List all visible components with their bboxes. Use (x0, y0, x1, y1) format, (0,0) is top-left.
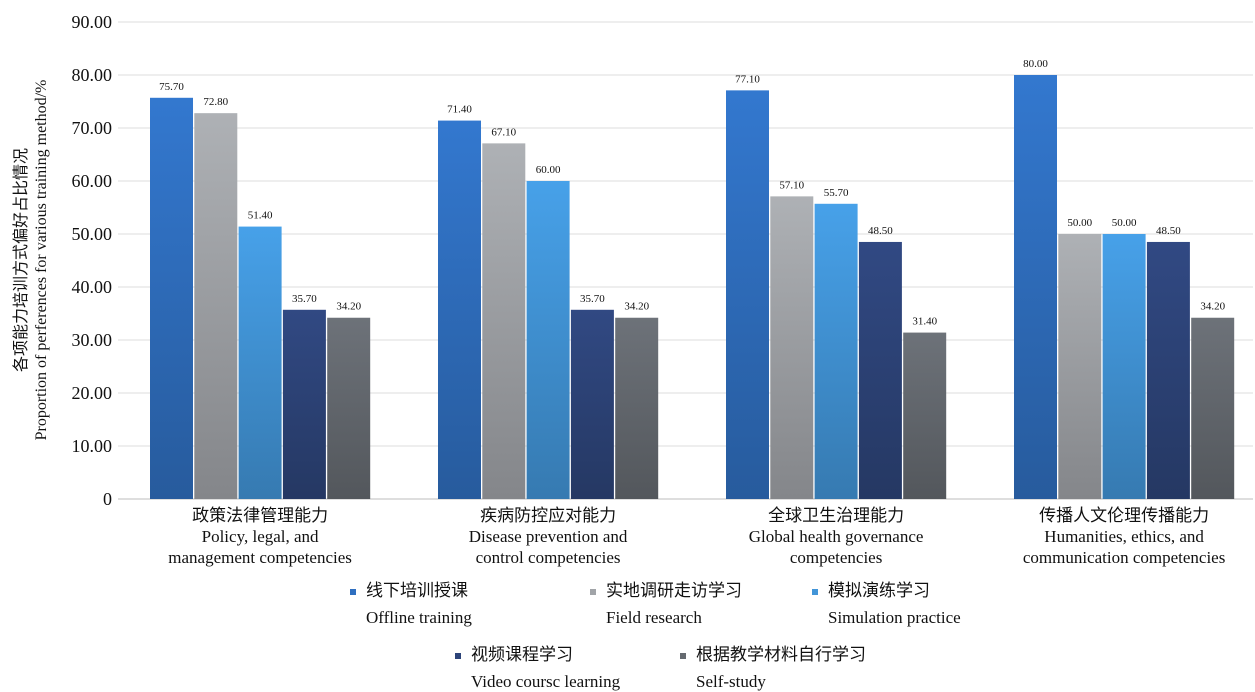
bar (814, 203, 858, 500)
legend-swatch (812, 589, 818, 595)
legend-swatch (350, 589, 356, 595)
y-tick-label: 0 (103, 489, 112, 509)
y-tick-label: 90.00 (72, 12, 113, 32)
category-label: competencies (790, 548, 883, 567)
legend-swatch (680, 653, 686, 659)
data-label: 60.00 (536, 164, 561, 176)
bar (903, 332, 947, 499)
category-label: Humanities, ethics, and (1044, 527, 1204, 546)
category-label: 疾病防控应对能力 (480, 506, 616, 525)
y-tick-label: 30.00 (72, 330, 113, 350)
legend-label-zh: 根据教学材料自行学习 (696, 645, 866, 664)
legend-label-en: Video coursc learning (471, 672, 621, 691)
legend-label-en: Simulation practice (828, 608, 961, 627)
y-tick-label: 70.00 (72, 118, 113, 138)
bar (858, 241, 902, 499)
bar (1102, 234, 1146, 499)
bar (194, 113, 238, 499)
bar (238, 226, 282, 499)
data-label: 48.50 (868, 225, 893, 237)
category-label: communication competencies (1023, 548, 1226, 567)
data-labels: 75.70 72.80 51.40 35.70 34.20 71.40 67.10 60.00… (159, 58, 1225, 328)
data-label: 35.70 (580, 293, 605, 305)
data-label: 50.00 (1067, 217, 1092, 229)
data-label: 71.40 (447, 104, 472, 116)
data-label: 57.10 (779, 179, 804, 191)
bar (570, 309, 614, 499)
legend-label-zh: 视频课程学习 (471, 645, 573, 664)
data-label: 51.40 (248, 210, 273, 222)
bar (726, 90, 769, 500)
bar (327, 317, 371, 499)
bar (526, 181, 570, 499)
legend: 线下培训授课 Offline training 实地调研走访学习 Field rese… (350, 581, 961, 691)
y-tick-label: 80.00 (72, 65, 113, 85)
y-axis-label: 各项能力培训方式偏好占比情况 Proportion of perferences … (12, 80, 50, 441)
bar (438, 120, 481, 499)
category-label: Global health governance (749, 527, 924, 546)
category-labels: 政策法律管理能力 Policy, legal, and management com… (168, 506, 1225, 567)
bar (150, 97, 193, 499)
category-label: Policy, legal, and (202, 527, 319, 546)
data-label: 67.10 (491, 126, 516, 138)
category-label: control competencies (476, 548, 621, 567)
legend-swatch (590, 589, 596, 595)
data-label: 72.80 (203, 96, 228, 108)
bar (482, 143, 526, 499)
legend-swatch (455, 653, 461, 659)
bar (1146, 241, 1190, 499)
y-tick-label: 50.00 (72, 224, 113, 244)
bars (150, 75, 1235, 500)
legend-label-zh: 模拟演练学习 (828, 581, 930, 600)
data-label: 77.10 (735, 73, 760, 85)
data-label: 35.70 (292, 293, 317, 305)
data-label: 80.00 (1023, 58, 1048, 70)
y-tick-label: 60.00 (72, 171, 113, 191)
data-label: 31.40 (912, 316, 937, 328)
legend-label-en: Offline training (366, 608, 472, 627)
y-tick-label: 10.00 (72, 436, 113, 456)
y-tick-label: 20.00 (72, 383, 113, 403)
bar (1058, 234, 1102, 499)
legend-label-zh: 实地调研走访学习 (606, 581, 742, 600)
y-axis-title-en: Proportion of perferences for various tr… (33, 80, 50, 441)
bar (282, 309, 326, 499)
category-label: 全球卫生治理能力 (768, 506, 904, 525)
legend-label-zh: 线下培训授课 (366, 581, 468, 600)
data-label: 34.20 (1200, 301, 1225, 313)
legend-label-en: Self-study (696, 672, 766, 691)
data-label: 34.20 (336, 301, 361, 313)
bar (1014, 75, 1057, 499)
category-label: Disease prevention and (469, 527, 628, 546)
data-label: 75.70 (159, 81, 184, 93)
category-label: management competencies (168, 548, 352, 567)
y-axis-title-zh: 各项能力培训方式偏好占比情况 (12, 148, 30, 372)
category-label: 传播人文伦理传播能力 (1039, 506, 1209, 525)
y-tick-label: 40.00 (72, 277, 113, 297)
data-label: 50.00 (1112, 217, 1137, 229)
bar (615, 317, 659, 499)
data-label: 55.70 (824, 187, 849, 199)
category-label: 政策法律管理能力 (192, 506, 328, 525)
legend-label-en: Field research (606, 608, 702, 627)
data-label: 34.20 (624, 301, 649, 313)
bar (1191, 317, 1235, 499)
bar (770, 196, 814, 499)
data-label: 48.50 (1156, 225, 1181, 237)
